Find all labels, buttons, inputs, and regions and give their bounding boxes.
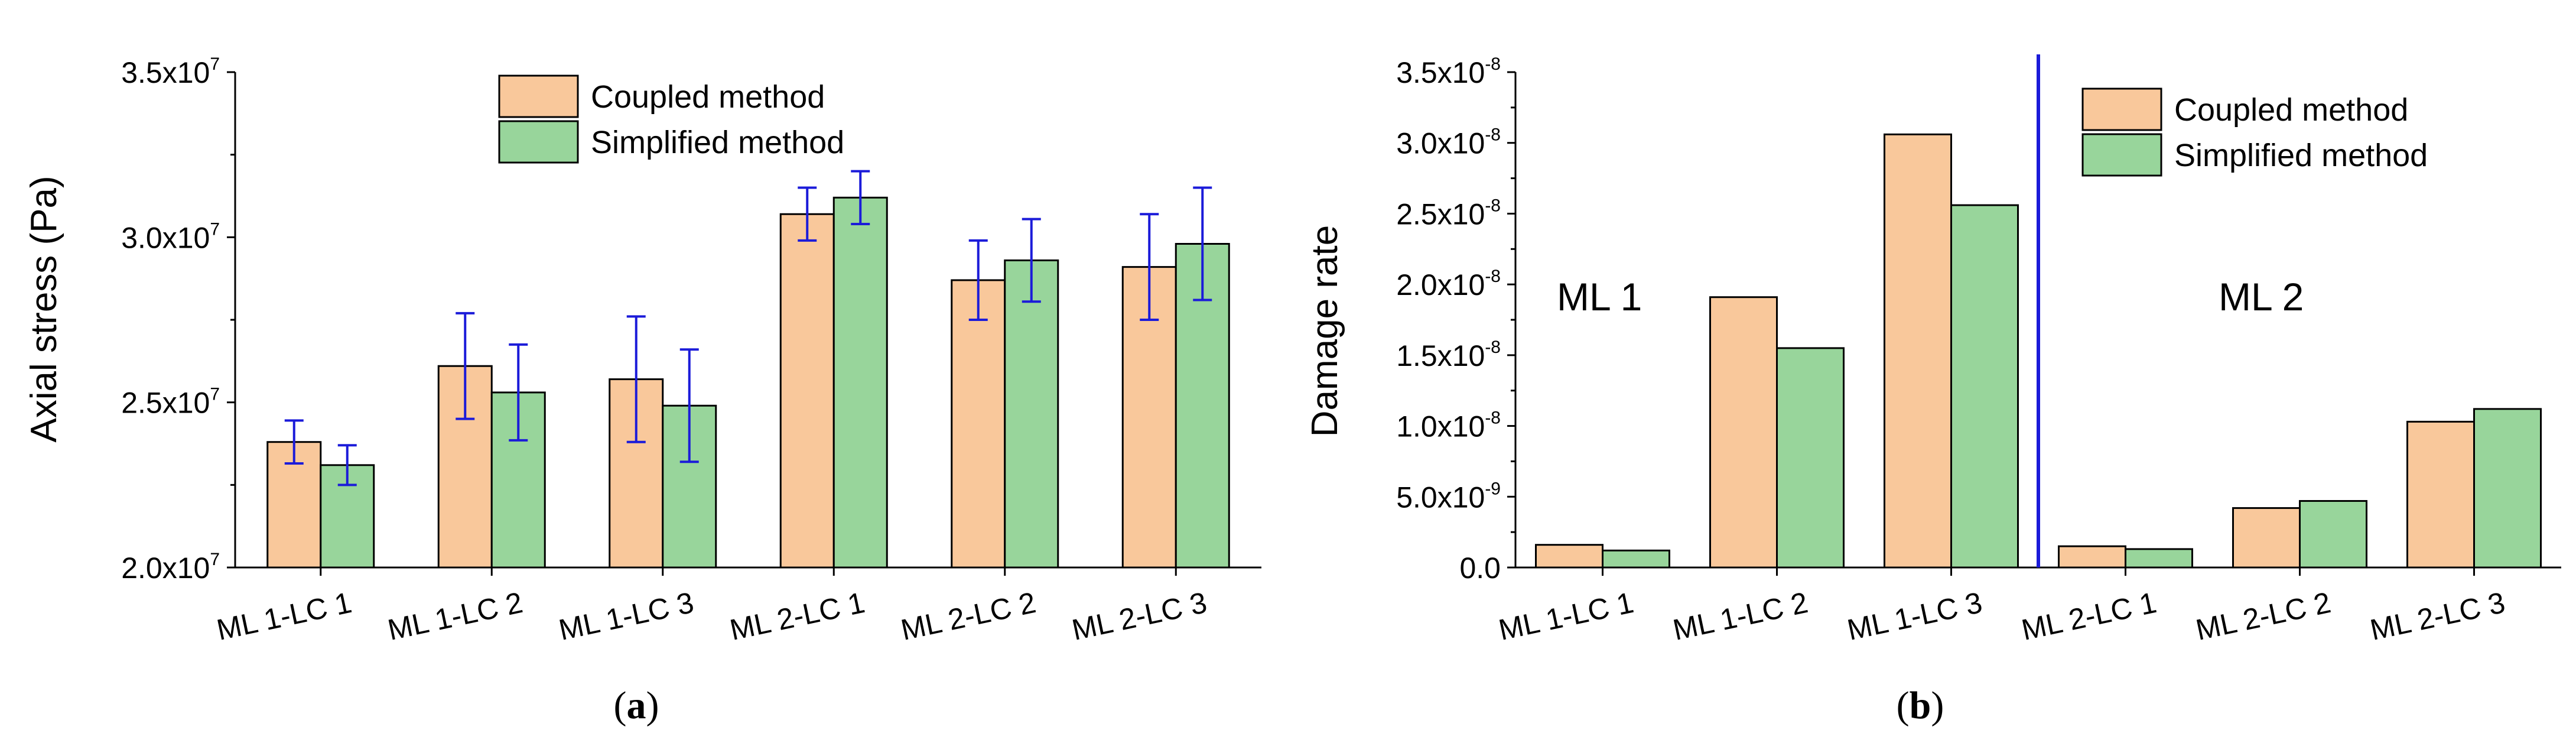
y-tick-label: 0.0 — [1459, 552, 1501, 585]
bar-simplified-method-ml-2-lc-2 — [2299, 500, 2367, 569]
y-tick-label: 2.5x10-8 — [1396, 196, 1501, 231]
bar-simplified-method-ml-1-lc-2 — [490, 391, 546, 569]
x-tick-label: ML 1-LC 1 — [214, 586, 354, 647]
panel-a-caption: (a) — [614, 684, 659, 727]
legend-swatch-coupled — [498, 74, 579, 118]
panel-b-x-ticks: ML 1-LC 1 ML 1-LC 2 ML 1-LC 3 ML 2-LC 1 ML 2… — [1496, 567, 2508, 647]
y-tick-label: 2.5x107 — [121, 385, 220, 420]
bar-coupled-method-ml-1-lc-1 — [1535, 544, 1604, 569]
legend-swatch-simplified — [2081, 133, 2162, 177]
panel-b-legend: Coupled method Simplified method — [2081, 87, 2428, 177]
y-tick-label: 3.5x107 — [121, 54, 220, 89]
x-tick-label: ML 2-LC 1 — [727, 586, 867, 647]
bar-coupled-method-ml-2-lc-3 — [2406, 420, 2475, 569]
bar-simplified-method-ml-2-lc-1 — [832, 196, 888, 569]
bar-simplified-method-ml-2-lc-2 — [1004, 259, 1059, 569]
y-tick-label: 3.5x10-8 — [1396, 54, 1501, 89]
bar-coupled-method-ml-2-lc-2 — [951, 279, 1006, 569]
panel-b-caption: (b) — [1897, 684, 1944, 727]
x-tick-label: ML 2-LC 3 — [2367, 586, 2508, 647]
legend-label-simplified: Simplified method — [2174, 138, 2428, 173]
legend-swatch-coupled — [2081, 87, 2162, 131]
x-tick-label: ML 1-LC 2 — [1670, 586, 1811, 647]
y-tick-label: 1.0x10-8 — [1396, 408, 1501, 443]
y-tick-label: 1.5x10-8 — [1396, 338, 1501, 372]
panel-b-y-ticks: 0.0 5.0x10-9 1.0x10-8 1.5x10-8 2.0x10-8 2.5x1… — [1396, 54, 1515, 585]
bar-coupled-method-ml-2-lc-1 — [779, 213, 835, 569]
bar-coupled-method-ml-2-lc-1 — [2058, 545, 2126, 569]
legend-label-simplified: Simplified method — [591, 125, 844, 160]
x-tick-label: ML 2-LC 3 — [1069, 586, 1209, 647]
x-tick-label: ML 1-LC 3 — [1845, 586, 1985, 647]
x-tick-label: ML 2-LC 2 — [898, 586, 1039, 647]
group-label-ml2: ML 2 — [2219, 275, 2304, 319]
legend-swatch-simplified — [498, 120, 579, 164]
y-tick-label: 3.0x107 — [121, 219, 220, 254]
x-tick-label: ML 1-LC 2 — [385, 586, 525, 647]
panel-a-error-bars — [284, 170, 1212, 486]
bar-coupled-method-ml-2-lc-2 — [2232, 507, 2301, 569]
bar-simplified-method-ml-1-lc-2 — [1776, 347, 1845, 569]
bar-simplified-method-ml-2-lc-3 — [2473, 408, 2542, 569]
legend-label-coupled: Coupled method — [591, 79, 825, 115]
bar-coupled-method-ml-1-lc-3 — [1884, 133, 1952, 569]
bar-simplified-method-ml-1-lc-3 — [1950, 204, 2019, 569]
y-tick-label: 3.0x10-8 — [1396, 125, 1501, 160]
panel-a-x-ticks: ML 1-LC 1 ML 1-LC 2 ML 1-LC 3 ML 2-LC 1 ML 2… — [214, 567, 1210, 647]
legend-label-coupled: Coupled method — [2174, 92, 2408, 128]
bar-simplified-method-ml-2-lc-1 — [2125, 548, 2193, 569]
panel-b-bars — [1535, 133, 2542, 569]
group-label-ml1: ML 1 — [1557, 275, 1642, 319]
y-tick-label: 2.0x107 — [121, 550, 220, 585]
panel-a-axial-stress-chart: Axial stress (Pa) 2.0x107 2.5x107 3.0x107 3… — [24, 54, 1261, 727]
x-tick-label: ML 2-LC 2 — [2193, 586, 2334, 647]
x-tick-label: ML 1-LC 3 — [556, 586, 697, 647]
y-tick-label: 2.0x10-8 — [1396, 267, 1501, 301]
x-tick-label: ML 1-LC 1 — [1496, 586, 1637, 647]
y-tick-label: 5.0x10-9 — [1396, 479, 1501, 514]
panel-a-bars — [266, 196, 1230, 569]
panel-a-legend: Coupled method Simplified method — [498, 74, 844, 164]
panel-b-y-axis-label: Damage rate — [1305, 225, 1345, 437]
panel-b-damage-rate-chart: Damage rate 0.0 5.0x10-9 1.0x10-8 1.5x10-8 2… — [1305, 54, 2561, 727]
x-tick-label: ML 2-LC 1 — [2019, 586, 2159, 647]
panel-a-y-ticks: 2.0x107 2.5x107 3.0x107 3.5x107 — [121, 54, 235, 585]
bar-coupled-method-ml-1-lc-2 — [1709, 296, 1778, 569]
panel-a-y-axis-label: Axial stress (Pa) — [24, 176, 64, 442]
bar-simplified-method-ml-1-lc-1 — [1602, 549, 1670, 569]
